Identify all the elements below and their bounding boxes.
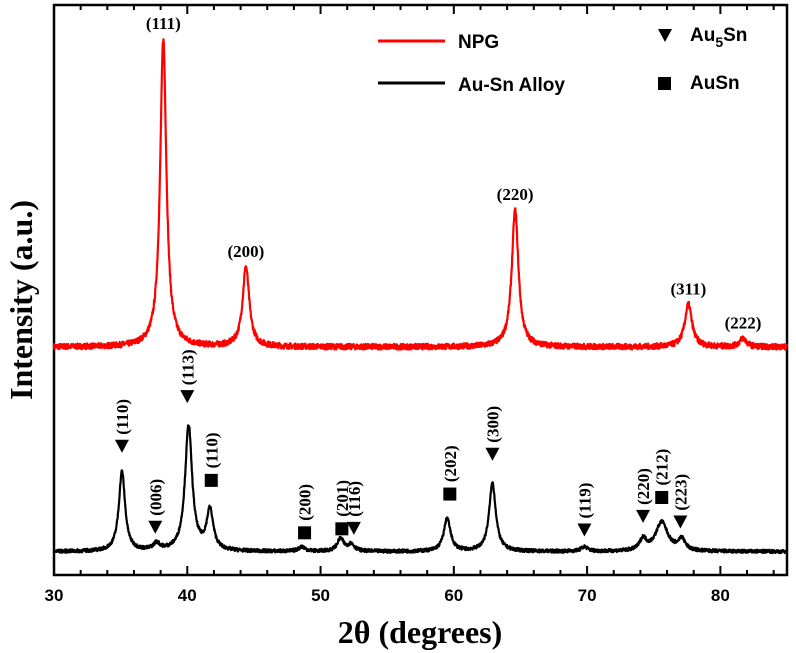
au5sn-marker	[114, 439, 129, 453]
npg-peak-label: (222)	[725, 313, 762, 332]
ausn-marker	[204, 473, 218, 487]
x-tick-label: 60	[444, 586, 463, 605]
legend-marker-triangle-icon	[658, 29, 672, 42]
alloy-peak-label: (110)	[202, 433, 221, 469]
alloy-peak-label: (220)	[634, 468, 653, 505]
axes: 30 40 50 60 70 80	[45, 5, 775, 605]
x-tick-label: 80	[711, 586, 730, 605]
npg-peak-label: (311)	[670, 279, 706, 298]
legend: NPG Au-Sn Alloy Au5Sn AuSn	[378, 25, 747, 96]
alloy-peak-label: (119)	[575, 483, 594, 519]
au5sn-marker	[577, 523, 592, 537]
alloy-peak-label: (212)	[653, 449, 672, 486]
alloy-peak-label: (223)	[671, 474, 690, 511]
x-tick-label: 50	[311, 586, 330, 605]
series-group	[52, 38, 789, 555]
au5sn-marker	[148, 520, 163, 534]
ausn-marker	[443, 487, 457, 501]
plot-frame	[52, 3, 789, 577]
au5sn-marker	[673, 515, 688, 529]
x-axis-title: 2θ (degrees)	[338, 614, 503, 650]
ausn-marker	[655, 490, 669, 504]
series-line-0	[52, 38, 789, 351]
ausn-marker	[335, 522, 349, 536]
alloy-peak-label: (113)	[178, 349, 197, 385]
alloy-peak-label: (200)	[296, 484, 315, 521]
au5sn-marker	[180, 390, 195, 404]
npg-peak-label: (200)	[227, 242, 264, 261]
legend-label-npg: NPG	[458, 32, 499, 53]
x-tick-label: 30	[45, 586, 64, 605]
peak-labels: (111) (200) (220) (311) (222)	[146, 14, 762, 332]
x-tick-label: 70	[578, 586, 597, 605]
legend-label-ausn: AuSn	[690, 73, 740, 94]
legend-marker-square-icon	[658, 77, 671, 90]
alloy-peak-label: (110)	[113, 399, 132, 435]
alloy-peak-label: (300)	[484, 406, 503, 443]
alloy-peak-label: (006)	[146, 479, 165, 516]
x-tick-label: 40	[178, 586, 197, 605]
y-axis-title: Intensity (a.u.)	[3, 200, 39, 400]
alloy-peak-label: (201)	[333, 480, 352, 517]
plot-area	[52, 3, 789, 577]
au5sn-marker	[636, 509, 651, 523]
series-line-1	[52, 424, 789, 555]
legend-label-alloy: Au-Sn Alloy	[458, 75, 565, 96]
au5sn-marker	[485, 447, 500, 461]
legend-label-au5sn: Au5Sn	[690, 25, 747, 50]
ausn-marker	[298, 526, 312, 540]
npg-peak-label: (220)	[497, 185, 534, 204]
au5sn-marker	[346, 521, 361, 535]
alloy-peak-label: (202)	[441, 445, 460, 482]
alloy-annotations: (110) (006) (113) (110) (200) (201)(116) (202)…	[113, 349, 690, 540]
alloy-peak-label: (116)	[345, 481, 364, 517]
npg-peak-label: (111)	[146, 14, 181, 33]
